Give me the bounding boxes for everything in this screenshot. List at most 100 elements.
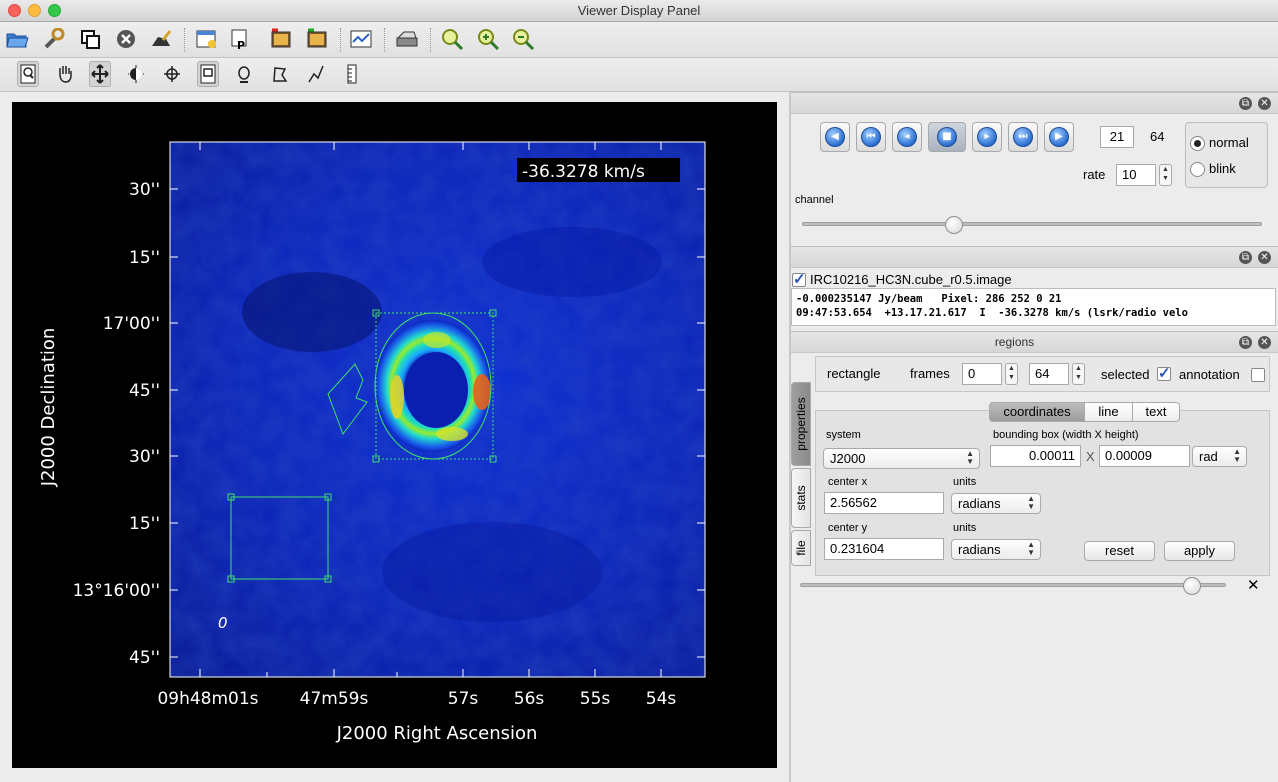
region-marker: 0	[218, 614, 228, 632]
close-dock-icon[interactable]: ✕	[1258, 336, 1271, 349]
center-x-label: center x	[828, 476, 868, 488]
center-y-input[interactable]: 0.231604	[824, 538, 944, 560]
channel-slider-knob[interactable]	[944, 216, 963, 234]
step-back-button[interactable]: ◂	[892, 122, 922, 152]
postscript-icon[interactable]: P	[228, 26, 254, 52]
chevron-updown-icon: ▲ ▼	[1027, 540, 1035, 557]
panel-splitter[interactable]	[789, 92, 791, 782]
tab-properties-label: properties	[794, 397, 808, 451]
svg-text:P: P	[237, 39, 245, 50]
image-visible-checkbox[interactable]	[792, 270, 806, 288]
profile-icon[interactable]	[348, 26, 374, 52]
new-panel-icon[interactable]	[194, 26, 220, 52]
zoom-fit-icon[interactable]	[440, 26, 466, 52]
tab-stats[interactable]: stats	[791, 468, 811, 528]
region-slider[interactable]	[800, 583, 1226, 587]
ra-tick: 56s	[514, 689, 545, 709]
export-image-icon[interactable]	[304, 26, 330, 52]
crosshair-tool-icon[interactable]	[161, 61, 183, 87]
subtab-coordinates[interactable]: coordinates	[989, 402, 1085, 422]
units-y-select[interactable]: radians ▲ ▼	[951, 539, 1041, 560]
close-panel-icon[interactable]	[113, 26, 139, 52]
contrast-tool-icon[interactable]	[125, 61, 147, 87]
window-zoom-button[interactable]	[48, 4, 61, 17]
polygon-region-icon[interactable]	[269, 61, 291, 87]
cursor-coords-line: 09:47:53.654 +13.17.21.617 I -36.3278 km…	[796, 307, 1188, 319]
tab-properties[interactable]: properties	[791, 382, 811, 466]
delete-region-icon[interactable]: ✕	[1247, 576, 1260, 594]
frame-to-stepper[interactable]: ▲ ▼	[1072, 363, 1085, 385]
rate-stepper[interactable]: ▲ ▼	[1159, 164, 1172, 186]
dec-tick: 15''	[129, 248, 160, 268]
to-start-button[interactable]: ⏮	[856, 122, 886, 152]
tab-file-label: file	[794, 540, 808, 556]
open-folder-icon[interactable]	[4, 26, 30, 52]
hand-pen-icon[interactable]	[148, 26, 174, 52]
bbox-width-input[interactable]: 0.00011	[990, 445, 1081, 467]
to-end-icon: ⏭	[1013, 127, 1033, 147]
rewind-button[interactable]: ◀	[820, 122, 850, 152]
image-display-canvas[interactable]: -36.3278 km/s 30'' 15'' 17'00'' 45'' 30'…	[12, 102, 777, 768]
bbox-units-value: rad	[1199, 449, 1218, 464]
center-x-input[interactable]: 2.56562	[824, 492, 944, 514]
bbox-label: bounding box (width X height)	[993, 429, 1139, 441]
apply-button[interactable]: apply	[1164, 541, 1235, 561]
fast-forward-button[interactable]: ▶	[1044, 122, 1074, 152]
system-value: J2000	[830, 451, 866, 466]
mode-blink-radio[interactable]	[1190, 162, 1205, 177]
frame-input[interactable]: 21	[1100, 126, 1134, 148]
zoom-in-icon[interactable]	[476, 26, 502, 52]
float-dock-icon[interactable]: ⧉	[1239, 251, 1252, 264]
frame-to-input[interactable]: 64	[1029, 363, 1069, 385]
subtab-text[interactable]: text	[1132, 402, 1180, 422]
dec-tick: 30''	[129, 180, 160, 200]
save-image-icon[interactable]	[268, 26, 294, 52]
print-icon[interactable]	[394, 26, 420, 52]
mode-normal-radio[interactable]	[1190, 136, 1205, 151]
copy-panel-icon[interactable]	[78, 26, 104, 52]
frame-from-input[interactable]: 0	[962, 363, 1002, 385]
zoom-out-icon[interactable]	[511, 26, 537, 52]
close-dock-icon[interactable]: ✕	[1258, 97, 1271, 110]
dec-tick: 30''	[129, 447, 160, 467]
units-x-select[interactable]: radians ▲ ▼	[951, 493, 1041, 514]
dec-tick: 15''	[129, 514, 160, 534]
window-close-button[interactable]	[8, 4, 21, 17]
play-button[interactable]: ▸	[972, 122, 1002, 152]
window-minimize-button[interactable]	[28, 4, 41, 17]
frame-from-stepper[interactable]: ▲ ▼	[1005, 363, 1018, 385]
rectangle-region-icon[interactable]	[197, 61, 219, 87]
zoom-tool-icon[interactable]	[17, 61, 39, 87]
float-dock-icon[interactable]: ⧉	[1239, 336, 1252, 349]
float-dock-icon[interactable]: ⧉	[1239, 97, 1252, 110]
ellipse-region-icon[interactable]	[233, 61, 255, 87]
system-label: system	[826, 429, 861, 441]
reset-button[interactable]: reset	[1084, 541, 1155, 561]
polyline-icon[interactable]	[305, 61, 327, 87]
pan-tool-icon[interactable]	[54, 61, 76, 87]
tab-file[interactable]: file	[791, 530, 811, 566]
subtab-line[interactable]: line	[1084, 402, 1133, 422]
bbox-units-select[interactable]: rad ▲ ▼	[1192, 446, 1247, 467]
annotation-label: annotation	[1179, 367, 1240, 382]
region-slider-knob[interactable]	[1182, 577, 1201, 595]
rate-input[interactable]: 10	[1116, 164, 1156, 186]
chevron-updown-icon: ▲ ▼	[1027, 494, 1035, 511]
annotation-checkbox[interactable]	[1251, 368, 1265, 382]
frame-total: 64	[1150, 129, 1165, 144]
selected-checkbox[interactable]	[1157, 364, 1171, 382]
bbox-height-input[interactable]: 0.00009	[1099, 445, 1190, 467]
channel-slider[interactable]	[802, 222, 1262, 226]
ruler-icon[interactable]	[341, 61, 363, 87]
to-start-icon: ⏮	[861, 127, 881, 147]
close-dock-icon[interactable]: ✕	[1258, 251, 1271, 264]
stop-button[interactable]: ■	[928, 122, 966, 152]
wrench-icon[interactable]	[40, 26, 66, 52]
dec-tick: 17'00''	[103, 314, 160, 334]
cursor-dock-header: ⧉ ✕	[791, 246, 1278, 268]
ra-tick: 09h48m01s	[157, 689, 258, 709]
rewind-icon: ◀	[825, 127, 845, 147]
move-tool-icon[interactable]	[89, 61, 111, 87]
system-select[interactable]: J2000 ▲ ▼	[823, 448, 980, 469]
to-end-button[interactable]: ⏭	[1008, 122, 1038, 152]
